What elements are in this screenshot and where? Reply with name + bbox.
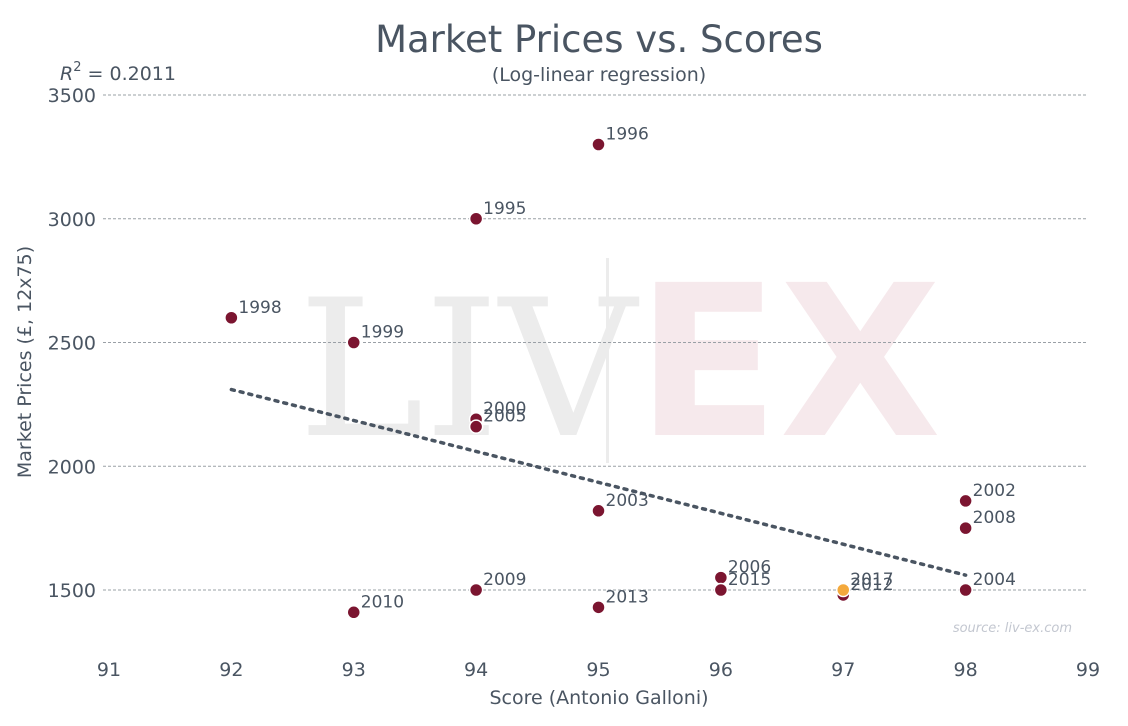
watermark-right: EX bbox=[636, 240, 941, 485]
y-tick-label: 2000 bbox=[48, 456, 96, 478]
watermark-divider bbox=[606, 258, 609, 463]
x-tick-label: 95 bbox=[586, 659, 610, 681]
chart-subtitle: (Log-linear regression) bbox=[492, 64, 706, 86]
x-tick-label: 91 bbox=[97, 659, 121, 681]
r-squared-symbol: R bbox=[60, 63, 73, 85]
point-label-2004: 2004 bbox=[973, 570, 1016, 590]
x-tick-label: 99 bbox=[1076, 659, 1100, 681]
data-point-2002 bbox=[958, 493, 973, 509]
y-axis-label: Market Prices (£, 12x75) bbox=[14, 246, 36, 478]
x-tick-label: 93 bbox=[342, 659, 366, 681]
data-point-2015 bbox=[713, 582, 729, 598]
data-point-1995 bbox=[468, 211, 484, 226]
y-tick-label: 2500 bbox=[48, 333, 96, 355]
data-point-1996 bbox=[591, 137, 606, 152]
x-axis-ticks: 91 92 93 94 95 96 97 98 99 bbox=[97, 659, 1100, 681]
x-tick-label: 96 bbox=[709, 659, 733, 681]
data-point-2004 bbox=[958, 582, 973, 598]
point-label-2015: 2015 bbox=[728, 570, 771, 590]
y-tick-label: 1500 bbox=[48, 580, 96, 602]
r-squared-superscript: 2 bbox=[73, 60, 81, 75]
point-label-2012: 2012 bbox=[850, 575, 893, 595]
y-axis-ticks: 1500 2000 2500 3000 3500 bbox=[48, 85, 96, 602]
data-point-2017 bbox=[836, 582, 851, 598]
data-point-1998 bbox=[224, 310, 239, 325]
point-label-2010: 2010 bbox=[361, 592, 404, 612]
data-point-2010 bbox=[346, 605, 361, 620]
point-label-2009: 2009 bbox=[483, 570, 526, 590]
gridlines bbox=[103, 94, 1088, 591]
y-tick-label: 3000 bbox=[48, 209, 96, 231]
regression-line bbox=[229, 387, 968, 577]
r-squared-value: = 0.2011 bbox=[81, 63, 175, 85]
point-label-1996: 1996 bbox=[606, 125, 649, 145]
data-points bbox=[224, 137, 973, 620]
data-point-2008 bbox=[958, 520, 973, 536]
point-label-2017: 2017 bbox=[850, 570, 893, 590]
x-tick-label: 98 bbox=[954, 659, 978, 681]
regression-line-group bbox=[229, 387, 968, 577]
point-label-2003: 2003 bbox=[606, 491, 649, 511]
point-label-2013: 2013 bbox=[606, 587, 649, 607]
data-point-1999 bbox=[346, 335, 361, 350]
point-label-1995: 1995 bbox=[483, 199, 526, 219]
point-label-2002: 2002 bbox=[973, 481, 1016, 501]
r-squared-label: R2 = 0.2011 bbox=[60, 60, 176, 85]
x-tick-label: 97 bbox=[831, 659, 855, 681]
point-label-2008: 2008 bbox=[973, 508, 1016, 528]
point-label-2000: 2000 bbox=[483, 399, 526, 419]
point-label-2005: 2005 bbox=[483, 407, 526, 427]
watermark: LIV EX bbox=[298, 240, 941, 485]
x-tick-label: 92 bbox=[219, 659, 243, 681]
point-label-1999: 1999 bbox=[361, 323, 404, 343]
chart-title: Market Prices vs. Scores bbox=[375, 18, 823, 61]
point-label-2006: 2006 bbox=[728, 558, 771, 578]
data-point-2013 bbox=[591, 600, 606, 615]
x-axis-label: Score (Antonio Galloni) bbox=[489, 687, 708, 709]
watermark-left: LIV bbox=[298, 259, 639, 480]
data-point-2009 bbox=[468, 582, 484, 598]
y-tick-label: 3500 bbox=[48, 85, 96, 107]
x-tick-label: 94 bbox=[464, 659, 488, 681]
data-point-2005 bbox=[468, 419, 484, 434]
point-label-1998: 1998 bbox=[238, 298, 281, 318]
source-note: source: liv-ex.com bbox=[953, 621, 1072, 636]
data-point-2003 bbox=[591, 503, 606, 519]
data-point-2006 bbox=[713, 570, 729, 585]
